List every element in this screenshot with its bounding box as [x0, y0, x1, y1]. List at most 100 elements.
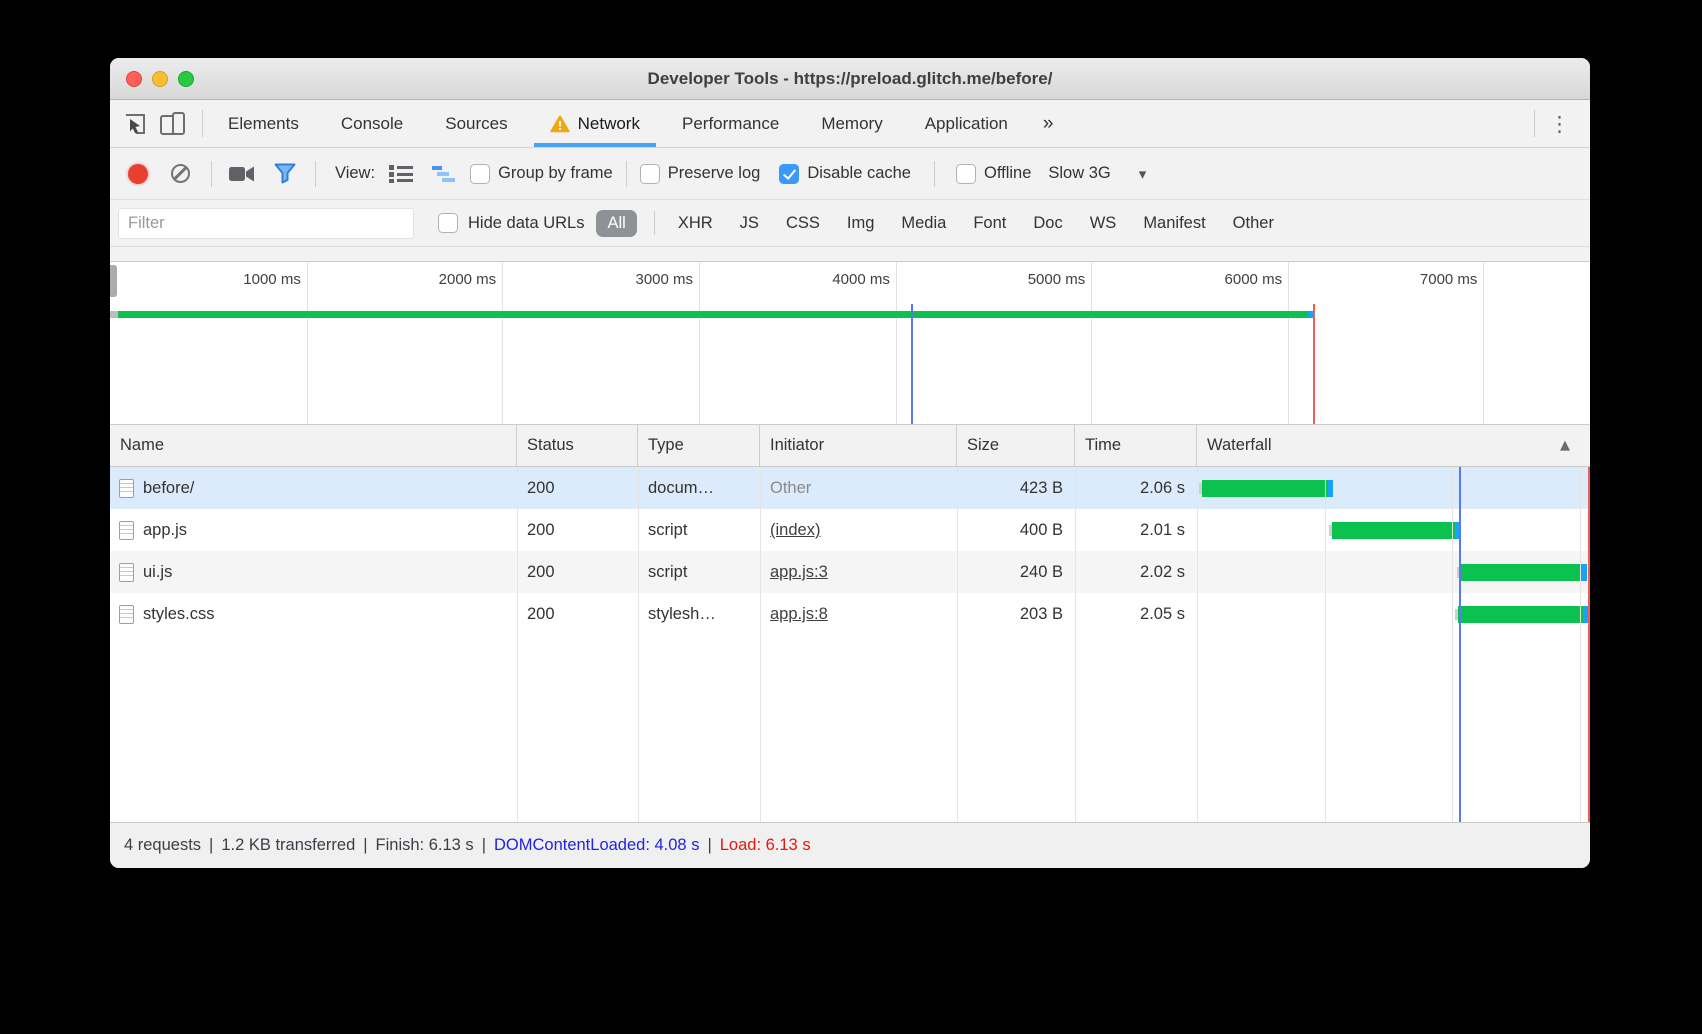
tab-performance[interactable]: Performance	[681, 113, 780, 133]
panel-tabs: Elements Console Sources Network Perform…	[207, 100, 1029, 147]
ruler-tick: 2000 ms	[439, 262, 504, 424]
view-label: View:	[335, 164, 376, 182]
filter-pill-js[interactable]: JS	[739, 213, 759, 232]
tab-elements[interactable]: Elements	[228, 113, 299, 133]
request-initiator: Other	[770, 479, 812, 497]
preserve-log-checkbox[interactable]	[639, 163, 660, 184]
disable-cache-label: Disable cache	[807, 164, 911, 182]
capture-screenshots-icon[interactable]	[225, 157, 259, 191]
tab-application[interactable]: Application	[924, 113, 1008, 133]
waterfall-bar[interactable]	[1454, 606, 1588, 623]
warning-icon	[549, 114, 570, 133]
waterfall-bar[interactable]	[1199, 480, 1333, 497]
table-row[interactable]: before/ 200 docum… Other 423 B 2.06 s	[110, 467, 1590, 509]
waterfall-bar[interactable]	[1329, 522, 1460, 539]
initiator-link[interactable]: app.js:3	[770, 563, 828, 581]
document-icon	[119, 520, 134, 540]
request-name: styles.css	[143, 605, 215, 623]
requests-table: Name Status Type Initiator Size Time Wat…	[110, 425, 1590, 822]
hide-data-urls-checkbox[interactable]	[438, 213, 458, 233]
filter-input[interactable]	[118, 207, 414, 239]
show-overview-icon[interactable]	[427, 157, 461, 191]
network-overview: 1000 ms 2000 ms 3000 ms 4000 ms 5000 ms …	[110, 247, 1590, 425]
title-bar: Developer Tools - https://preload.glitch…	[110, 58, 1590, 100]
column-header-waterfall[interactable]: Waterfall ▲	[1197, 425, 1590, 466]
offline-checkbox[interactable]	[955, 163, 976, 184]
close-button[interactable]	[126, 70, 142, 87]
column-header-size[interactable]: Size	[957, 425, 1075, 466]
column-header-initiator[interactable]: Initiator	[760, 425, 957, 466]
request-status: 200	[527, 605, 555, 623]
group-by-frame-checkbox[interactable]	[470, 163, 491, 184]
divider	[315, 160, 316, 187]
column-header-status[interactable]: Status	[517, 425, 638, 466]
request-time: 2.01 s	[1140, 521, 1185, 539]
column-header-time[interactable]: Time	[1075, 425, 1197, 466]
request-type: docum…	[648, 479, 715, 497]
filter-pill-font[interactable]: Font	[973, 213, 1007, 232]
table-row[interactable]: styles.css 200 stylesh… app.js:8 203 B 2…	[110, 593, 1590, 635]
inspect-element-icon[interactable]	[118, 107, 152, 141]
tab-memory[interactable]: Memory	[821, 113, 883, 133]
large-request-rows-icon[interactable]	[384, 157, 418, 191]
devtools-menu-icon[interactable]: ⋮	[1549, 111, 1570, 136]
clear-icon[interactable]	[171, 164, 190, 183]
document-icon	[119, 478, 134, 498]
ruler-tick: 5000 ms	[1028, 262, 1093, 424]
device-toolbar-icon[interactable]	[156, 107, 190, 141]
request-status: 200	[527, 479, 555, 497]
filter-pill-doc[interactable]: Doc	[1033, 213, 1063, 232]
document-icon	[119, 604, 134, 624]
load-time: Load: 6.13 s	[719, 836, 811, 854]
hide-data-urls-label: Hide data URLs	[468, 213, 585, 232]
throttling-select[interactable]: Slow 3G ▾	[1048, 164, 1146, 183]
window-title: Developer Tools - https://preload.glitch…	[647, 68, 1053, 88]
waterfall-bar[interactable]	[1456, 564, 1588, 581]
dcl-marker-line	[910, 304, 913, 424]
filter-pill-all[interactable]: All	[596, 209, 637, 237]
table-row[interactable]: ui.js 200 script app.js:3 240 B 2.02 s	[110, 551, 1590, 593]
request-name: before/	[143, 479, 195, 497]
minimize-button[interactable]	[152, 70, 168, 87]
record-icon[interactable]	[128, 163, 148, 184]
overview-drag-handle[interactable]	[110, 265, 117, 297]
initiator-link[interactable]: (index)	[770, 521, 821, 539]
offline-label: Offline	[983, 164, 1032, 182]
ruler-tick: 3000 ms	[635, 262, 701, 424]
more-tabs-icon[interactable]: »	[1042, 112, 1054, 134]
ruler-tick: 4000 ms	[832, 262, 897, 424]
preserve-log-label: Preserve log	[667, 164, 761, 182]
request-size: 240 B	[1019, 563, 1063, 581]
filter-pill-xhr[interactable]: XHR	[677, 213, 713, 232]
document-icon	[119, 562, 134, 582]
request-size: 203 B	[1019, 605, 1063, 623]
zoom-button[interactable]	[178, 70, 194, 87]
column-header-type[interactable]: Type	[638, 425, 760, 466]
request-time: 2.02 s	[1140, 563, 1185, 581]
tab-network[interactable]: Network	[529, 100, 661, 147]
filter-pill-other[interactable]: Other	[1232, 213, 1274, 232]
overview-chart[interactable]: 1000 ms 2000 ms 3000 ms 4000 ms 5000 ms …	[110, 261, 1590, 425]
dom-content-loaded-time: DOMContentLoaded: 4.08 s	[493, 836, 700, 854]
filter-pill-ws[interactable]: WS	[1089, 213, 1117, 232]
request-size: 423 B	[1019, 479, 1063, 497]
tab-sources[interactable]: Sources	[445, 113, 508, 133]
request-name: ui.js	[143, 563, 173, 581]
filter-pill-media[interactable]: Media	[901, 213, 947, 232]
initiator-link[interactable]: app.js:8	[770, 605, 828, 623]
filter-pill-manifest[interactable]: Manifest	[1143, 213, 1206, 232]
table-row[interactable]: app.js 200 script (index) 400 B 2.01 s	[110, 509, 1590, 551]
divider	[202, 110, 203, 137]
disable-cache-checkbox[interactable]	[779, 163, 800, 184]
divider	[653, 211, 655, 235]
filter-icon[interactable]	[268, 157, 302, 191]
filter-pill-css[interactable]: CSS	[785, 213, 820, 232]
column-header-name[interactable]: Name	[110, 425, 517, 466]
request-status: 200	[527, 521, 555, 539]
sort-ascending-icon: ▲	[1560, 438, 1570, 453]
divider	[1534, 110, 1535, 137]
tab-console[interactable]: Console	[340, 113, 404, 133]
filter-pill-img[interactable]: Img	[846, 213, 875, 232]
divider	[211, 160, 212, 187]
table-header: Name Status Type Initiator Size Time Wat…	[110, 425, 1590, 467]
